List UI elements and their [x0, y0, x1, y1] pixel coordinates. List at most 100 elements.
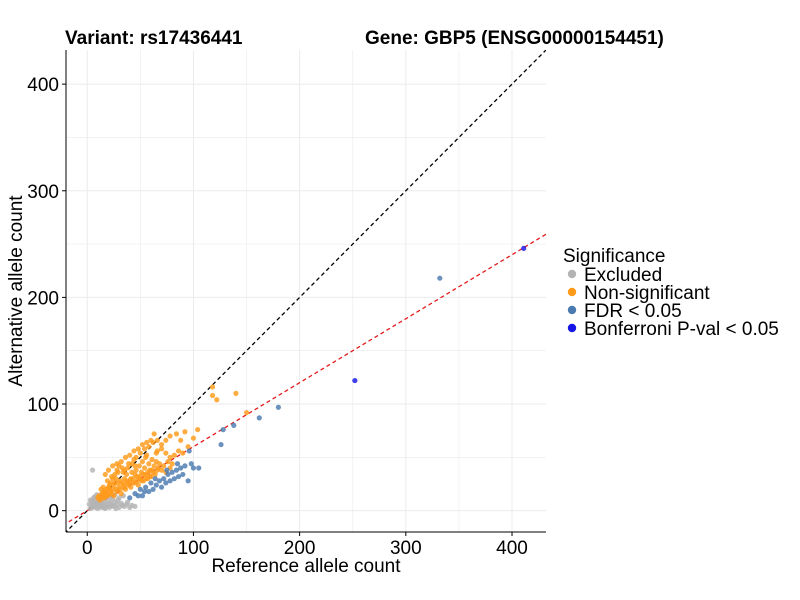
point-non-significant	[136, 463, 142, 469]
point-non-significant	[158, 446, 165, 452]
point-non-significant	[171, 452, 177, 458]
point-non-significant	[190, 435, 197, 441]
point-non-significant	[132, 463, 138, 469]
legend-swatch	[567, 287, 577, 297]
point-fdr-0-05	[173, 467, 180, 473]
point-non-significant	[143, 476, 149, 482]
point-excluded	[132, 503, 138, 510]
point-fdr-0-05	[188, 461, 194, 467]
x-axis-ticks: 0 100 200 300 400	[82, 532, 528, 559]
point-non-significant	[139, 459, 146, 465]
x-axis-title: Reference allele count	[211, 556, 401, 577]
point-excluded	[124, 499, 131, 505]
point-non-significant	[146, 444, 152, 450]
point-non-significant	[149, 467, 155, 473]
point-non-significant	[169, 461, 175, 467]
point-fdr-0-05	[275, 404, 281, 410]
point-non-significant	[167, 454, 173, 460]
point-fdr-0-05	[185, 478, 191, 484]
point-non-significant	[165, 459, 171, 465]
reference-line-identity	[66, 50, 546, 532]
point-fdr-0-05	[164, 467, 170, 473]
point-non-significant	[163, 450, 169, 456]
point-non-significant	[135, 482, 141, 488]
point-non-significant	[131, 448, 137, 454]
chart-title-gene: Gene: GBP5 (ENSG00000154451)	[365, 28, 664, 49]
point-non-significant	[152, 471, 158, 478]
point-non-significant	[115, 480, 121, 486]
point-fdr-0-05	[156, 478, 163, 484]
point-non-significant	[156, 461, 163, 467]
point-non-significant	[154, 437, 160, 443]
grid-lines	[66, 50, 546, 532]
point-fdr-0-05	[167, 478, 173, 484]
point-non-significant	[118, 491, 124, 497]
point-non-significant	[214, 397, 220, 403]
y-tick-label: 100	[27, 395, 59, 416]
point-non-significant	[209, 384, 216, 390]
x-tick-label: 100	[178, 538, 210, 559]
point-non-significant	[133, 454, 139, 460]
chart-title-variant: Variant: rs17436441	[65, 28, 243, 49]
legend-swatch	[567, 269, 577, 279]
point-non-significant	[119, 480, 125, 486]
point-non-significant	[143, 454, 149, 460]
point-non-significant	[141, 465, 148, 471]
point-non-significant	[108, 480, 114, 486]
point-fdr-0-05	[180, 471, 186, 478]
point-non-significant	[128, 476, 134, 482]
point-fdr-0-05	[153, 482, 159, 488]
point-non-significant	[127, 452, 133, 458]
point-fdr-0-05	[196, 465, 202, 471]
y-tick-label: 300	[27, 182, 59, 203]
legend-label: Non-significant	[584, 283, 710, 304]
point-excluded	[89, 467, 96, 473]
point-non-significant	[145, 469, 151, 475]
point-non-significant	[122, 454, 129, 460]
point-fdr-0-05	[137, 486, 143, 492]
point-non-significant	[133, 467, 139, 473]
point-non-significant	[132, 471, 138, 478]
point-non-significant	[180, 450, 186, 456]
x-tick-label: 0	[82, 538, 93, 559]
point-non-significant	[158, 441, 165, 448]
point-fdr-0-05	[169, 469, 175, 475]
point-non-significant	[134, 478, 140, 484]
point-fdr-0-05	[190, 465, 197, 471]
point-excluded	[96, 503, 102, 510]
point-fdr-0-05	[256, 415, 262, 421]
point-non-significant	[144, 439, 150, 446]
y-tick-label: 0	[48, 502, 59, 523]
point-fdr-0-05	[148, 480, 154, 486]
point-non-significant	[110, 463, 116, 469]
point-non-significant	[135, 446, 141, 452]
point-non-significant	[146, 461, 152, 467]
point-non-significant	[161, 463, 167, 469]
point-non-significant	[153, 450, 159, 456]
point-fdr-0-05	[146, 488, 152, 495]
legend-label: Bonferroni P-val < 0.05	[584, 319, 779, 340]
point-fdr-0-05	[141, 488, 148, 495]
y-axis-ticks: 0 100 200 300 400	[27, 75, 66, 523]
point-non-significant	[105, 484, 112, 490]
data-points	[86, 245, 527, 512]
point-non-significant	[147, 473, 153, 480]
point-fdr-0-05	[135, 493, 141, 499]
point-fdr-0-05	[178, 465, 184, 471]
point-non-significant	[117, 486, 123, 492]
x-tick-label: 300	[390, 538, 422, 559]
point-non-significant	[173, 431, 180, 437]
legend-label: Excluded	[584, 265, 662, 286]
legend-label: FDR < 0.05	[584, 301, 682, 322]
point-fdr-0-05	[175, 473, 182, 480]
point-excluded	[116, 495, 122, 501]
point-non-significant	[110, 476, 116, 482]
point-fdr-0-05	[158, 484, 165, 490]
point-non-significant	[121, 467, 128, 473]
point-non-significant	[140, 471, 147, 478]
point-fdr-0-05	[218, 441, 224, 448]
point-fdr-0-05	[161, 476, 167, 482]
point-fdr-0-05	[186, 448, 192, 454]
point-fdr-0-05	[152, 476, 158, 482]
